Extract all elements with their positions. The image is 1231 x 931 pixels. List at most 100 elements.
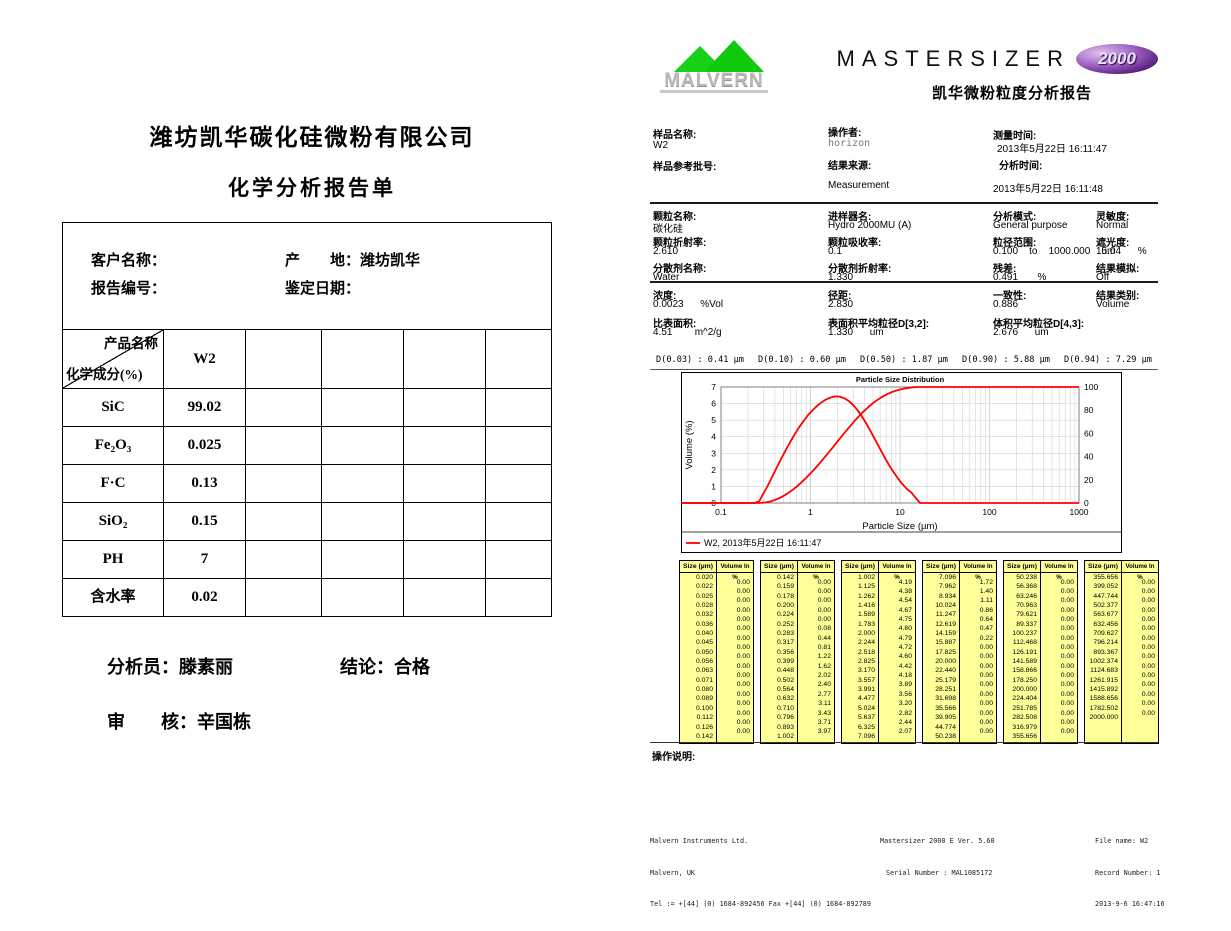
size-value: 563.677	[1093, 611, 1118, 619]
volume-value: 0.00	[817, 606, 831, 614]
volume-value: 0.00	[736, 690, 750, 698]
date-label: 鉴定日期：	[285, 281, 361, 297]
size-value: 1.125	[857, 583, 875, 591]
size-value: 1002.374	[1089, 658, 1118, 666]
svg-text:40: 40	[1084, 452, 1094, 462]
size-value: 399.052	[1093, 583, 1118, 591]
volume-value: 2.07	[898, 728, 912, 736]
badge-2000: 2000	[1076, 44, 1158, 74]
size-table: Size (µm) Volume In % 50.238 56.368 63.246 70…	[1003, 560, 1078, 744]
volume-value: 2.02	[817, 672, 831, 680]
volume-value: 4.75	[898, 616, 912, 624]
divider	[650, 742, 1158, 743]
analysis-model-value: General purpose	[993, 220, 1068, 231]
size-value: 35.566	[935, 704, 956, 712]
size-value: 6.325	[857, 723, 875, 731]
size-value: 200.000	[1012, 686, 1037, 694]
mountain-icon	[704, 40, 764, 72]
volume-value: 3.43	[817, 709, 831, 717]
ssa-value: 4.51 m^2/g	[653, 327, 722, 338]
volume-value: 0.00	[817, 578, 831, 586]
volume-value: 0.00	[1141, 653, 1155, 661]
volume-value: 0.00	[1141, 700, 1155, 708]
uniformity-value: 0.886	[993, 299, 1019, 310]
volume-value: 0.00	[979, 728, 993, 736]
size-value: 3.557	[857, 676, 875, 684]
absorption-value: 0.1	[828, 246, 842, 257]
d32-label: 表面积平均粒径D[3,2]:	[828, 319, 930, 330]
empty-cell	[403, 329, 485, 388]
size-column: 50.238 56.368 63.246 70.963 79.621 89.337 100.…	[1004, 573, 1041, 743]
chemical-analysis-report: 潍坊凯华碳化硅微粉有限公司 化学分析报告单 客户名称： 产 地：潍坊凯华 报告编…	[62, 118, 562, 732]
d32-value: 1.330 um	[828, 327, 884, 338]
empty-cell	[403, 578, 485, 616]
size-value: 28.251	[935, 686, 956, 694]
size-value: 5.024	[857, 704, 875, 712]
size-value: 89.337	[1016, 620, 1037, 628]
size-value: 17.825	[935, 648, 956, 656]
volume-value: 0.00	[736, 728, 750, 736]
size-col-header: Size (µm)	[923, 561, 960, 572]
empty-cell	[485, 464, 551, 502]
size-table: Size (µm) Volume In % 0.142 0.159 0.178 0.200…	[760, 560, 835, 744]
size-value: 0.796	[776, 714, 794, 722]
size-value: 1.589	[857, 611, 875, 619]
volume-value: 0.22	[979, 634, 993, 642]
size-value: 50.238	[1016, 574, 1037, 581]
size-col-header: Size (µm)	[680, 561, 717, 572]
size-col-header: Size (µm)	[1004, 561, 1041, 572]
size-column: 1.002 1.125 1.262 1.416 1.589 1.783 2.000 2.244…	[842, 573, 879, 743]
size-value: 0.252	[776, 620, 794, 628]
size-value: 10.024	[935, 602, 956, 610]
volume-value: 4.19	[898, 578, 912, 586]
component-value-cell: 0.13	[163, 464, 245, 502]
analysis-model-label: 分析模式:	[993, 212, 1037, 223]
svg-text:4: 4	[711, 432, 716, 442]
component-name-cell: F·C	[63, 464, 163, 502]
report-subtitle: 凯华微粉粒度分析报告	[931, 85, 1092, 102]
volume-value: 4.18	[898, 672, 912, 680]
component-name-cell: PH	[63, 540, 163, 578]
concentration-value: 0.0023 %Vol	[653, 299, 724, 310]
volume-value: 4.80	[898, 625, 912, 633]
size-value: 1.416	[857, 602, 875, 610]
size-table: Size (µm) Volume In % 355.656 399.052 447.74…	[1084, 560, 1159, 744]
svg-text:1: 1	[711, 481, 716, 491]
component-value-cell: 0.02	[163, 578, 245, 616]
size-value: 0.283	[776, 630, 794, 638]
volume-value: 0.00	[817, 616, 831, 624]
empty-cell	[403, 426, 485, 464]
size-value: 63.246	[1016, 592, 1037, 600]
empty-cell	[245, 388, 321, 426]
footer-left: Malvern Instruments Ltd. Malvern, UK Tel…	[650, 815, 871, 931]
size-value: 0.224	[776, 611, 794, 619]
volume-value: 0.00	[736, 606, 750, 614]
volume-column: 1.72 1.40 1.11 0.86 0.64 0.47 0.22 0.00 0.00 0.00…	[960, 573, 996, 743]
product-name-cell: W2	[163, 329, 245, 388]
volume-column: 0.00 0.00 0.00 0.00 0.00 0.00 0.00 0.00 0.00 0.00…	[1122, 573, 1158, 743]
size-value: 0.564	[776, 686, 794, 694]
span-label: 径距:	[828, 291, 852, 302]
size-value: 2.000	[857, 630, 875, 638]
volume-value: 0.00	[1060, 653, 1074, 661]
footer-center: Mastersizer 2000 E Ver. 5.60 Serial Numb…	[880, 815, 995, 899]
obscuration-value: 15.04 %	[1096, 246, 1147, 257]
size-value: 0.080	[695, 686, 713, 694]
diag-top-label: 产品名称	[104, 336, 158, 351]
origin-label: 产 地：潍坊凯华	[285, 253, 421, 269]
volume-value: 3.71	[817, 718, 831, 726]
volume-value: 0.00	[1060, 709, 1074, 717]
size-value: 7.096	[857, 732, 875, 740]
operator-label: 操作者:	[828, 128, 862, 139]
size-value: 0.112	[696, 714, 713, 722]
volume-value: 0.00	[736, 597, 750, 605]
volume-value: 0.00	[979, 690, 993, 698]
chart-svg: Particle Size Distribution01234567020406…	[657, 372, 1122, 553]
empty-cell	[321, 329, 403, 388]
component-value-cell: 7	[163, 540, 245, 578]
volume-value: 4.72	[898, 644, 912, 652]
volume-col-header: Volume In %	[720, 563, 750, 581]
size-distribution-tables: Size (µm) Volume In % 0.020 0.022 0.025 0.028…	[679, 560, 1159, 744]
empty-cell	[403, 388, 485, 426]
measured-label: 测量时间:	[993, 131, 1037, 142]
